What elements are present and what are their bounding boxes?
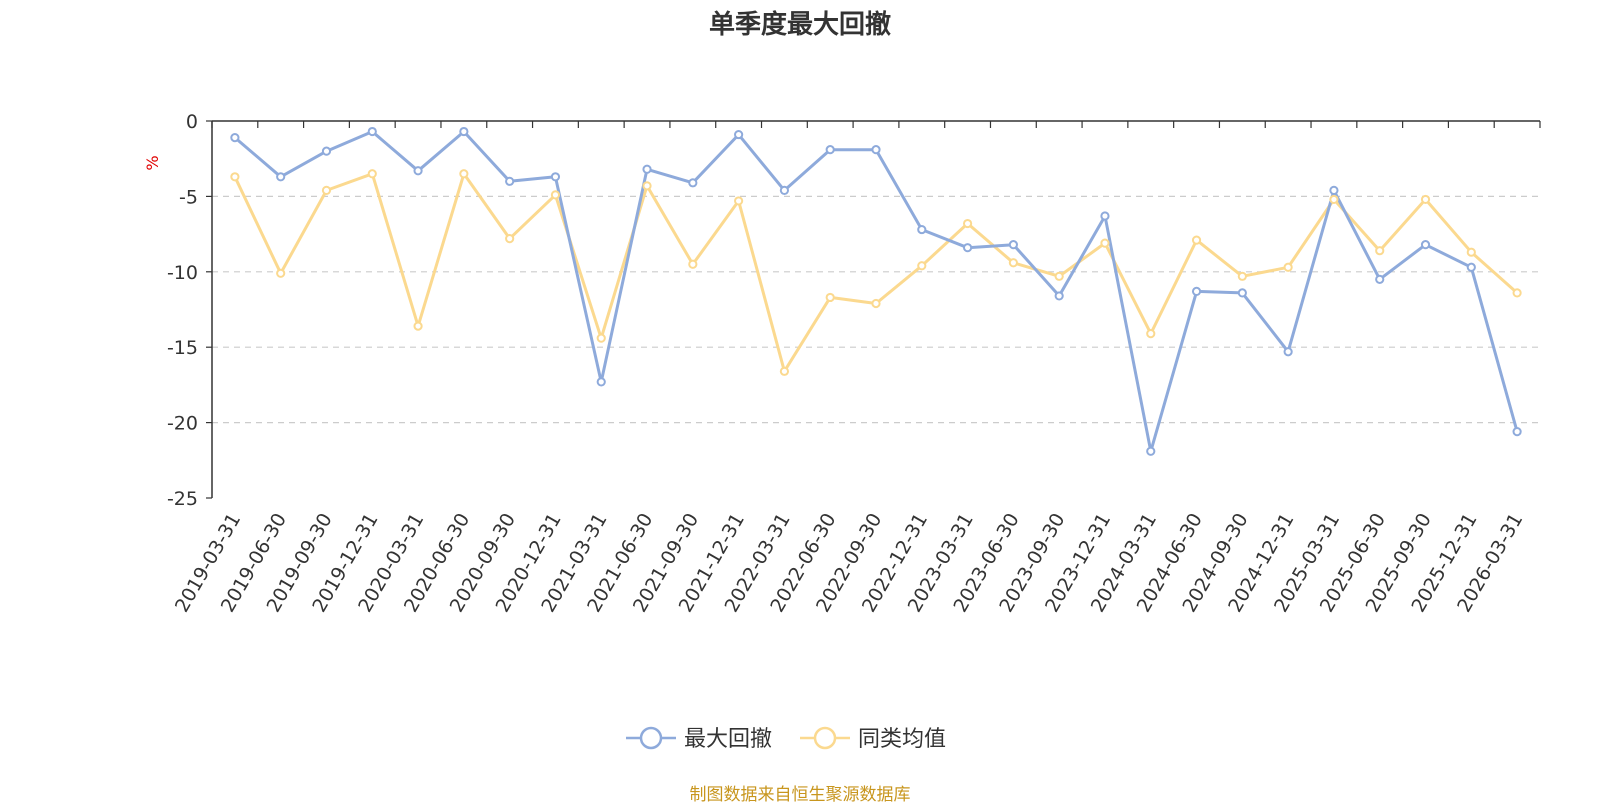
data-point xyxy=(1146,446,1156,456)
data-point xyxy=(1008,258,1018,268)
data-point xyxy=(1237,288,1247,298)
legend-item-max-drawdown[interactable]: 最大回撤 xyxy=(626,726,772,752)
data-point xyxy=(642,164,652,174)
y-axis-label: % xyxy=(143,155,162,170)
data-point xyxy=(1146,329,1156,339)
data-point xyxy=(505,234,515,244)
data-point xyxy=(1054,271,1064,281)
series-lines xyxy=(233,130,1519,453)
data-point xyxy=(1329,185,1339,195)
data-point xyxy=(642,181,652,191)
data-point xyxy=(596,377,606,387)
y-tick-label: -25 xyxy=(167,488,198,510)
data-point xyxy=(1512,288,1522,298)
data-point xyxy=(962,218,973,229)
data-point xyxy=(413,166,423,176)
data-point xyxy=(230,172,240,182)
data-point xyxy=(917,261,927,271)
data-point xyxy=(871,145,881,155)
data-point xyxy=(367,169,377,179)
axes: 0-5-10-15-20-25%2019-03-312019-06-302019… xyxy=(143,111,1541,616)
data-point xyxy=(230,132,240,143)
legend-label: 最大回撤 xyxy=(684,727,772,752)
series-line-peer-average xyxy=(233,172,1519,373)
data-point xyxy=(321,146,332,156)
data-point xyxy=(1420,240,1431,250)
data-point xyxy=(459,169,469,179)
data-point xyxy=(413,321,423,331)
data-point xyxy=(1375,274,1385,284)
data-point xyxy=(1191,286,1202,297)
data-point xyxy=(1100,211,1110,221)
source-note: 制图数据来自恒生聚源数据库 xyxy=(689,785,911,805)
data-point xyxy=(688,178,698,188)
data-point xyxy=(459,126,469,137)
chart-title: 单季度最大回撤 xyxy=(708,10,891,40)
data-point xyxy=(962,243,973,253)
data-point xyxy=(550,172,561,182)
y-tick-label: -10 xyxy=(167,262,198,284)
data-point xyxy=(779,366,790,376)
data-point xyxy=(1191,235,1202,245)
data-point xyxy=(825,292,835,303)
legend-marker xyxy=(813,726,837,750)
data-point xyxy=(779,185,790,195)
data-point xyxy=(596,333,606,343)
legend-label: 同类均值 xyxy=(858,727,946,752)
data-point xyxy=(276,268,286,278)
data-point xyxy=(871,298,881,309)
y-tick-label: -20 xyxy=(167,413,198,435)
y-tick-label: 0 xyxy=(186,111,198,133)
data-point xyxy=(367,126,377,137)
data-point xyxy=(734,129,744,140)
y-tick-label: -15 xyxy=(167,337,198,359)
data-point xyxy=(1375,246,1385,256)
data-point xyxy=(1466,247,1476,257)
data-point xyxy=(825,145,835,155)
data-point xyxy=(1237,271,1247,281)
data-point xyxy=(276,172,286,182)
data-point xyxy=(1283,347,1293,357)
data-point xyxy=(1420,194,1431,205)
legend-item-peer-average[interactable]: 同类均值 xyxy=(800,726,946,752)
data-point xyxy=(1283,262,1293,272)
data-point xyxy=(734,196,744,206)
data-point xyxy=(917,224,927,235)
data-point xyxy=(1329,194,1339,205)
y-tick-label: -5 xyxy=(179,186,198,208)
legend[interactable]: 最大回撤 同类均值 xyxy=(626,726,946,752)
data-point xyxy=(1008,240,1018,250)
data-point xyxy=(1466,262,1476,272)
series-points xyxy=(230,126,1522,456)
data-point xyxy=(1512,427,1522,437)
data-point xyxy=(1054,291,1064,301)
data-point xyxy=(688,259,698,269)
data-point xyxy=(1100,238,1110,248)
data-point xyxy=(550,190,561,200)
data-point xyxy=(321,185,332,195)
grid-lines xyxy=(212,195,1540,424)
data-point xyxy=(505,176,515,186)
legend-marker xyxy=(639,726,663,750)
